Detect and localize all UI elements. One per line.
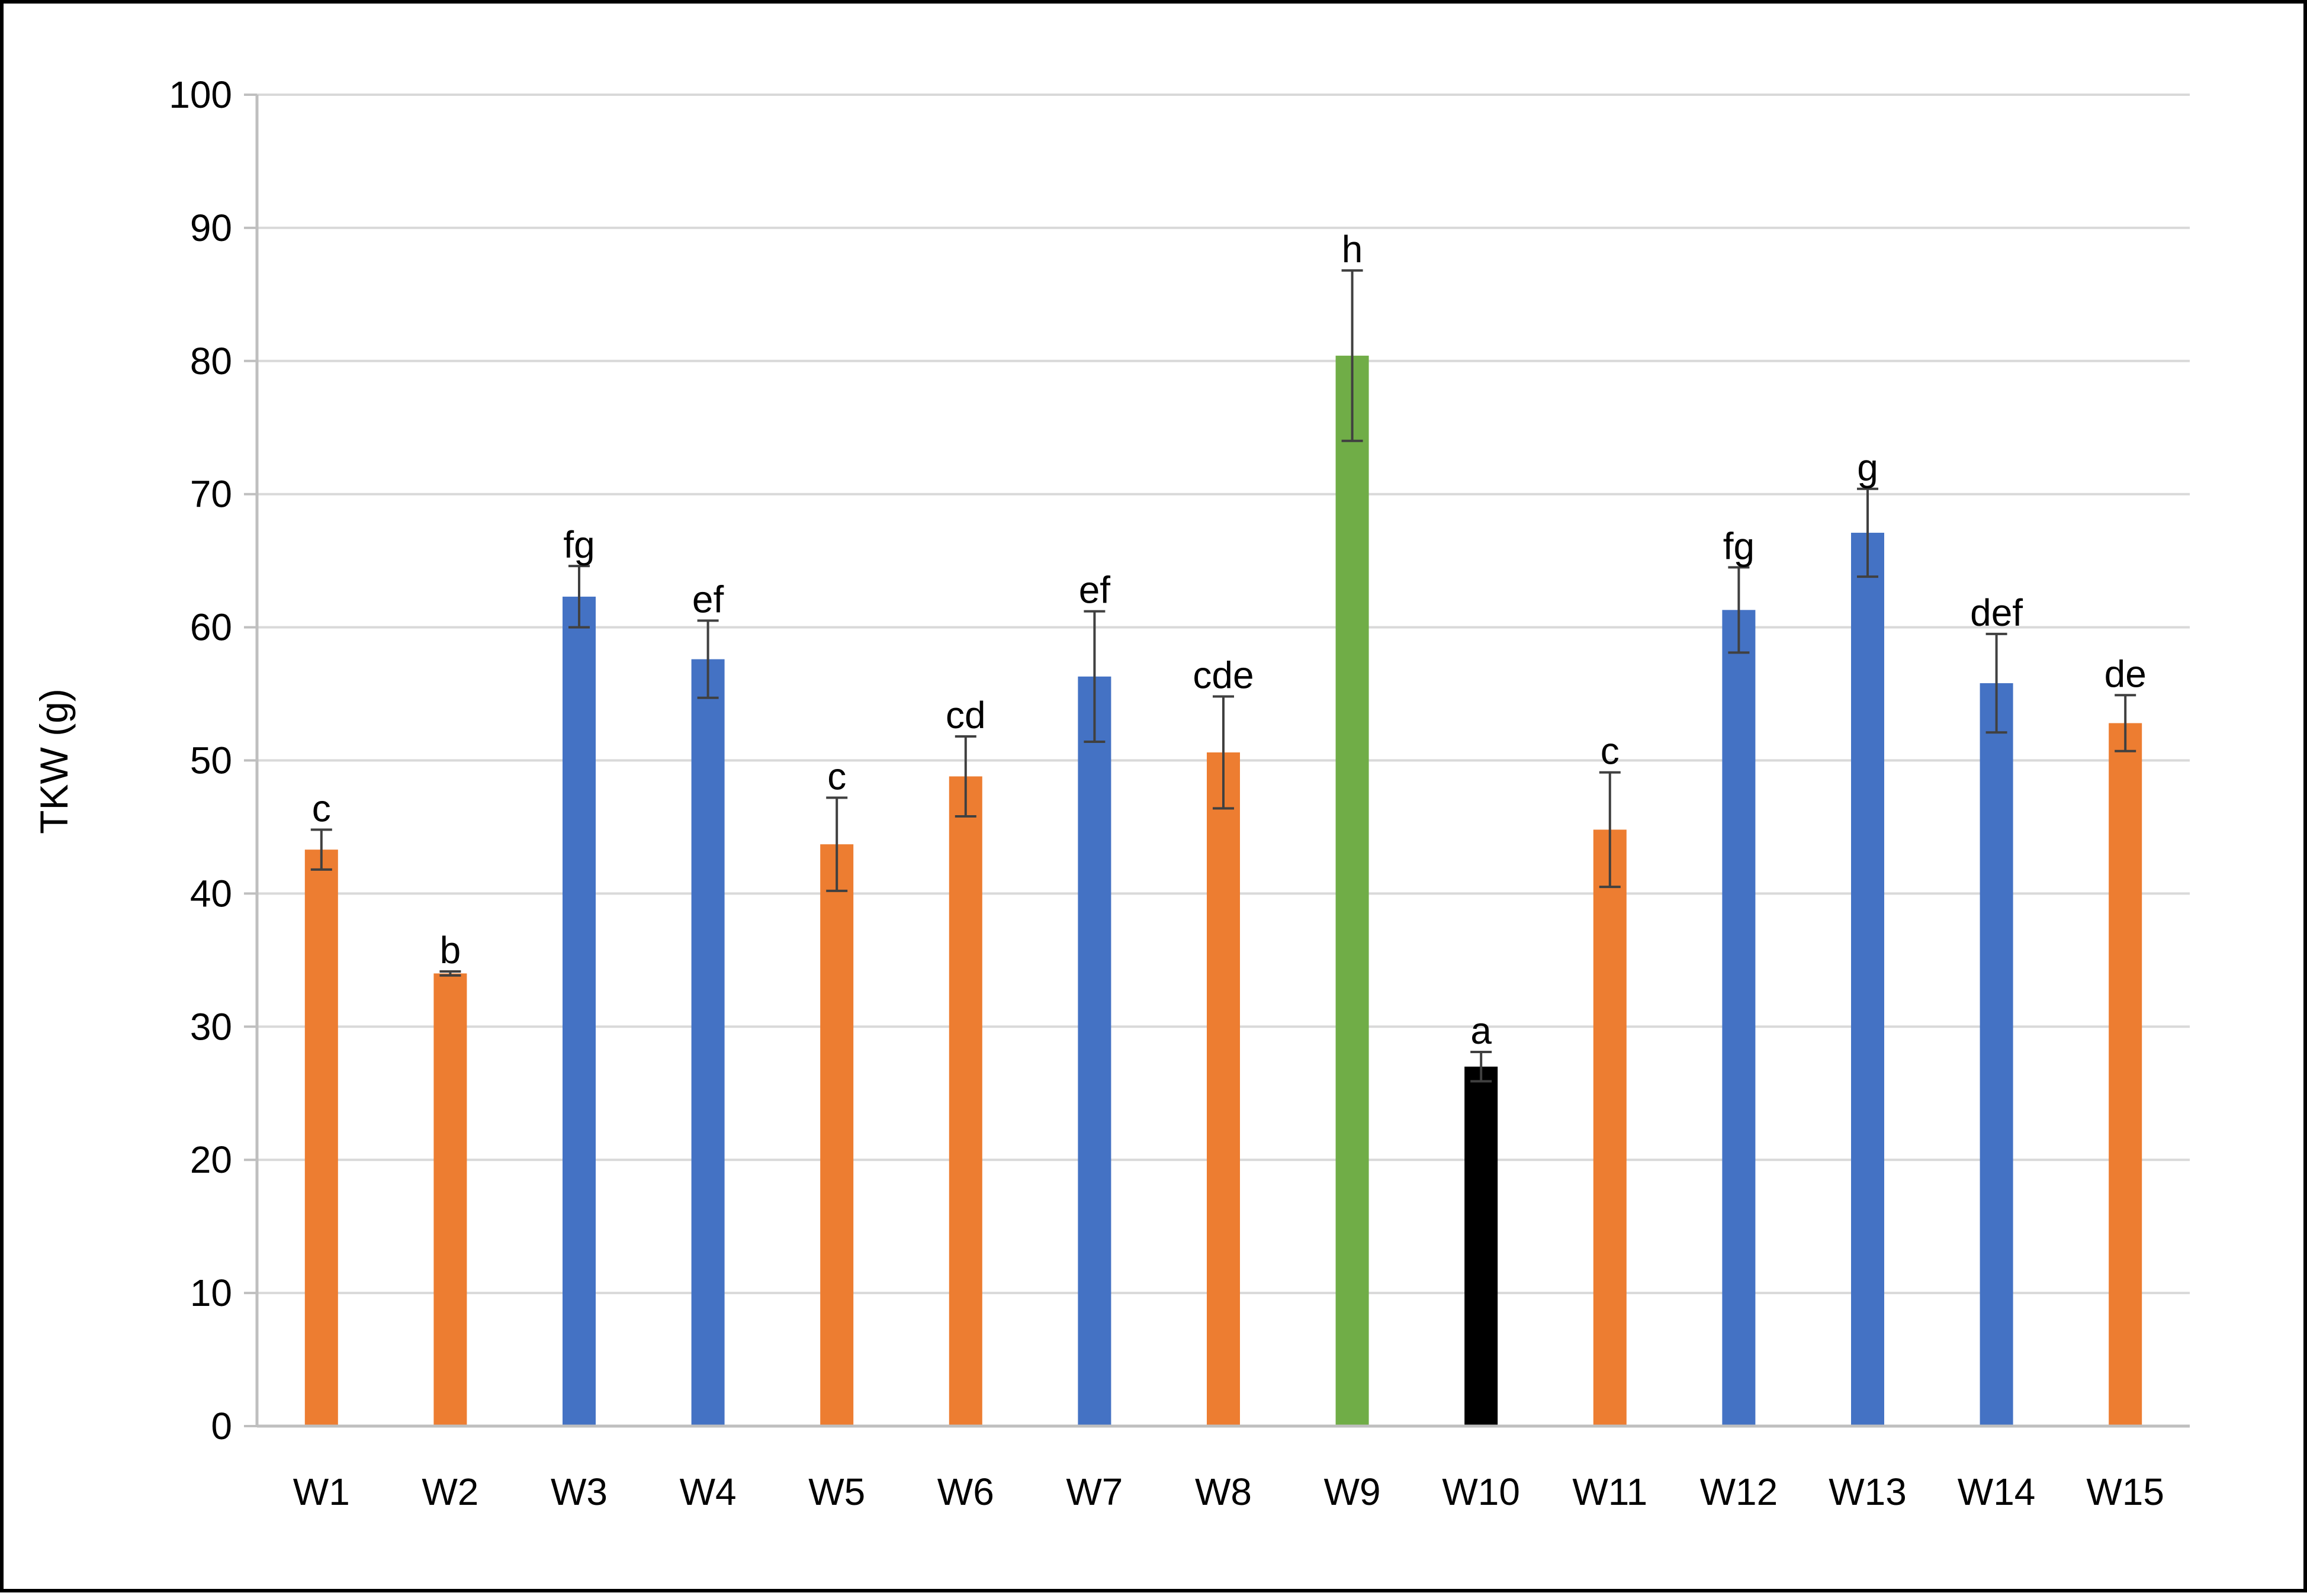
bar-w11 [1593, 829, 1627, 1426]
bar-w7 [1078, 676, 1111, 1426]
y-tick-label: 70 [190, 473, 232, 516]
bar-w15 [2109, 723, 2142, 1426]
y-tick-label: 100 [169, 73, 232, 116]
y-tick-label: 20 [190, 1138, 232, 1181]
x-tick-label: W10 [1442, 1470, 1520, 1513]
significance-letter: g [1857, 446, 1878, 489]
y-tick-label: 60 [190, 606, 232, 649]
x-tick-label: W8 [1195, 1470, 1252, 1513]
x-tick-label: W6 [937, 1470, 994, 1513]
significance-letter: ef [1079, 569, 1111, 612]
axes [244, 94, 2190, 1428]
significance-letter: c [312, 787, 331, 829]
y-tick-label: 80 [190, 340, 232, 382]
x-tick-label: W3 [551, 1470, 608, 1513]
y-tick-label: 50 [190, 739, 232, 782]
bar-w2 [433, 973, 467, 1426]
bar-w10 [1464, 1066, 1498, 1426]
bar-w14 [1980, 683, 2013, 1426]
x-tick-label: W4 [680, 1470, 737, 1513]
significance-letter: h [1342, 228, 1363, 271]
x-tick-label: W5 [808, 1470, 865, 1513]
bars [304, 355, 2142, 1427]
bar-w1 [304, 850, 338, 1426]
y-tick-label: 90 [190, 207, 232, 249]
significance-letter: cd [946, 694, 986, 736]
y-tick-label: 30 [190, 1005, 232, 1048]
bar-w13 [1851, 532, 1884, 1426]
y-tick-label: 40 [190, 872, 232, 915]
y-tick-label: 10 [190, 1272, 232, 1314]
bar-w8 [1207, 752, 1240, 1426]
x-tick-label: W2 [422, 1470, 478, 1513]
significance-letter: ef [692, 578, 724, 620]
x-tick-label: W12 [1700, 1470, 1778, 1513]
bar-w3 [563, 596, 596, 1426]
error-bars [310, 269, 2136, 1083]
bar-chart: 0 10 20 30 40 50 60 70 80 90 100 c W1 b W2 fg W3 ef W4 c W5 c… [32, 73, 2190, 1513]
x-tick-label: W1 [293, 1470, 350, 1513]
significance-letter: fg [563, 523, 595, 566]
x-tick-label: W13 [1829, 1470, 1907, 1513]
x-tick-label: W11 [1572, 1470, 1647, 1513]
x-tick-label: W9 [1324, 1470, 1381, 1513]
significance-letter: cde [1193, 654, 1254, 697]
labels: 0 10 20 30 40 50 60 70 80 90 100 c W1 b W2 fg W3 ef W4 c W5 c… [169, 73, 2164, 1513]
x-tick-label: W15 [2086, 1470, 2164, 1513]
significance-letter: de [2104, 652, 2147, 695]
significance-letter: c [827, 755, 846, 797]
bar-w4 [691, 659, 725, 1426]
significance-letter: c [1601, 730, 1620, 773]
y-tick-label: 0 [211, 1405, 232, 1447]
bar-w12 [1722, 610, 1756, 1426]
bar-w6 [949, 776, 982, 1426]
significance-letter: a [1470, 1009, 1492, 1052]
significance-letter: def [1970, 591, 2023, 634]
significance-letter: fg [1723, 525, 1755, 567]
x-tick-label: W7 [1066, 1470, 1123, 1513]
bar-w9 [1335, 355, 1369, 1427]
y-axis-title: TKW (g) [32, 688, 76, 834]
bar-w5 [820, 844, 854, 1426]
x-tick-label: W14 [1958, 1470, 2036, 1513]
significance-letter: b [440, 929, 461, 971]
